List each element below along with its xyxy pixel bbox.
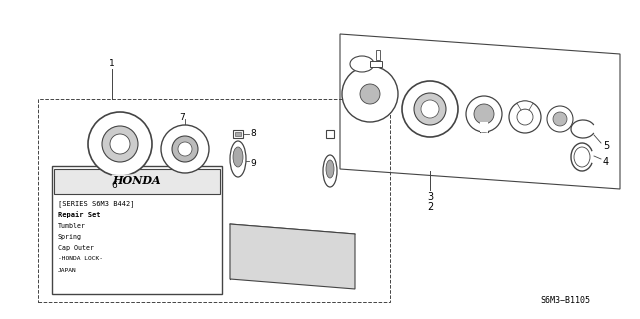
Bar (326, 130, 334, 138)
Text: [SERIES S6M3 B442]: [SERIES S6M3 B442] (58, 201, 134, 207)
Bar (235, 132, 241, 136)
Circle shape (421, 100, 439, 118)
Circle shape (110, 134, 130, 154)
Circle shape (547, 106, 573, 132)
Circle shape (466, 96, 502, 132)
Text: 3: 3 (427, 192, 433, 202)
Text: JAPAN: JAPAN (58, 268, 77, 272)
Polygon shape (230, 224, 355, 289)
Ellipse shape (574, 147, 590, 167)
Circle shape (342, 66, 398, 122)
Circle shape (414, 93, 446, 125)
Text: 9: 9 (250, 159, 256, 167)
Text: 8: 8 (250, 130, 256, 138)
Circle shape (172, 136, 198, 162)
Circle shape (360, 84, 380, 104)
Circle shape (161, 125, 209, 173)
Circle shape (509, 101, 541, 133)
Ellipse shape (323, 155, 337, 187)
Text: 7: 7 (179, 113, 185, 122)
Circle shape (88, 112, 152, 176)
Bar (480, 122, 488, 132)
Circle shape (102, 126, 138, 162)
Circle shape (517, 109, 533, 125)
Text: 6: 6 (111, 182, 117, 190)
Text: HONDA: HONDA (113, 175, 161, 187)
Text: Spring: Spring (58, 234, 82, 240)
Circle shape (553, 112, 567, 126)
Ellipse shape (233, 147, 243, 167)
Circle shape (178, 142, 192, 156)
Bar (233, 130, 243, 138)
Text: 1: 1 (109, 60, 115, 69)
Text: 5: 5 (603, 141, 609, 151)
Bar (376, 50, 380, 60)
Circle shape (402, 81, 458, 137)
Bar (54, 169, 220, 194)
Ellipse shape (230, 141, 246, 177)
Wedge shape (517, 101, 533, 110)
Text: -HONDA LOCK-: -HONDA LOCK- (58, 256, 103, 262)
Bar (370, 61, 382, 67)
Ellipse shape (326, 160, 334, 178)
Text: 2: 2 (427, 202, 433, 212)
Text: Tumbler: Tumbler (58, 223, 86, 229)
Bar (52, 166, 222, 294)
Text: Cap Outer: Cap Outer (58, 245, 94, 251)
Text: 4: 4 (603, 157, 609, 167)
Text: Repair Set: Repair Set (58, 211, 100, 219)
Circle shape (474, 104, 494, 124)
Ellipse shape (350, 56, 374, 72)
Text: S6M3−B1105: S6M3−B1105 (540, 296, 590, 305)
